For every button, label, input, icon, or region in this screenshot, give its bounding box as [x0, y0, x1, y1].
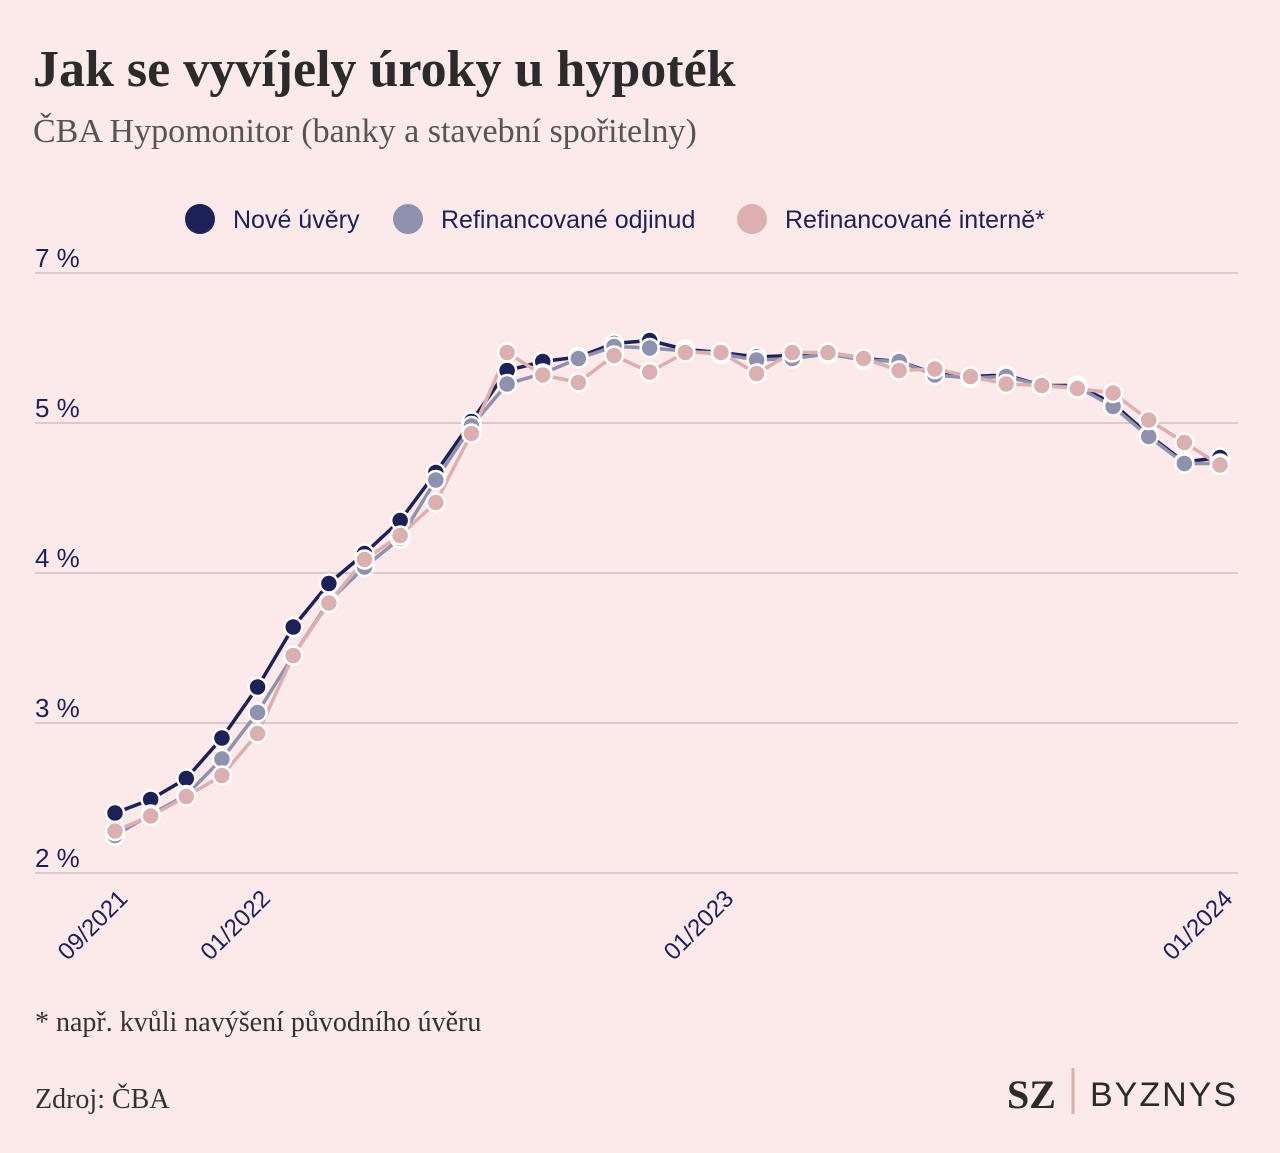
data-point — [282, 616, 304, 638]
series-line — [114, 338, 1221, 815]
data-point — [603, 345, 625, 366]
series-line — [114, 350, 1221, 833]
x-tick-label: 01/2024 — [1158, 885, 1238, 965]
data-point — [995, 373, 1017, 395]
data-point — [318, 573, 340, 594]
data-point — [960, 366, 981, 387]
data-point — [817, 342, 839, 363]
y-tick-label: 4 % — [35, 543, 80, 573]
data-point — [1031, 375, 1053, 396]
data-point — [140, 805, 161, 827]
data-point — [211, 727, 233, 749]
data-point — [282, 645, 304, 666]
x-tick-label: 01/2022 — [195, 885, 275, 965]
data-point — [496, 373, 518, 395]
data-point — [104, 820, 126, 842]
data-point — [247, 676, 268, 698]
data-point — [639, 361, 660, 383]
data-point — [639, 337, 660, 359]
data-point — [1209, 454, 1231, 476]
y-tick-label: 3 % — [35, 693, 80, 723]
x-tick-label: 01/2023 — [659, 885, 739, 965]
data-point — [1102, 382, 1124, 404]
data-point — [568, 372, 589, 393]
data-point — [746, 363, 767, 384]
legend-marker — [737, 204, 767, 234]
data-point — [532, 364, 553, 386]
data-point — [853, 348, 874, 369]
data-point — [104, 802, 126, 824]
data-point — [247, 702, 268, 723]
data-point — [425, 469, 447, 491]
y-tick-label: 2 % — [35, 843, 80, 873]
chart-subtitle: ČBA Hypomonitor (banky a stavební spořit… — [33, 112, 697, 150]
data-point — [496, 342, 518, 363]
data-point — [710, 342, 732, 363]
data-point — [425, 492, 447, 513]
legend-marker — [185, 204, 215, 234]
data-point — [389, 525, 411, 546]
legend-label: Refinancované odjinud — [441, 206, 695, 234]
data-point — [176, 786, 197, 807]
data-point — [211, 765, 233, 786]
data-point — [318, 592, 340, 614]
data-point — [1067, 378, 1088, 399]
data-point — [782, 342, 803, 363]
legend-marker — [393, 204, 423, 234]
series-line — [114, 344, 1220, 838]
data-point — [247, 723, 268, 744]
data-point — [888, 360, 910, 381]
data-point — [461, 423, 482, 444]
legend-label: Nové úvěry — [233, 206, 360, 234]
chart-title: Jak se vyvíjely úroky u hypoték — [33, 41, 736, 98]
footnote: * např. kvůli navýšení původního úvěru — [35, 1007, 481, 1038]
data-point — [1174, 453, 1195, 474]
brand-section: BYZNYS — [1090, 1076, 1238, 1114]
data-point — [675, 342, 696, 363]
data-point — [568, 348, 589, 369]
plot-area: 2 % 3 % 4 % 5 % 7 % 09/2021 01/2022 01/2023 01/2… — [35, 204, 1238, 966]
y-tick-label: 5 % — [35, 393, 80, 423]
data-point — [924, 358, 946, 380]
brand-logo: SZ — [1007, 1072, 1056, 1117]
data-point — [1174, 432, 1195, 453]
x-tick-label: 09/2021 — [53, 885, 133, 965]
source: Zdroj: ČBA — [35, 1084, 170, 1115]
data-point — [354, 549, 375, 570]
legend-label: Refinancované interně* — [785, 206, 1045, 234]
data-point — [1138, 409, 1159, 431]
y-tick-label: 7 % — [35, 243, 80, 273]
